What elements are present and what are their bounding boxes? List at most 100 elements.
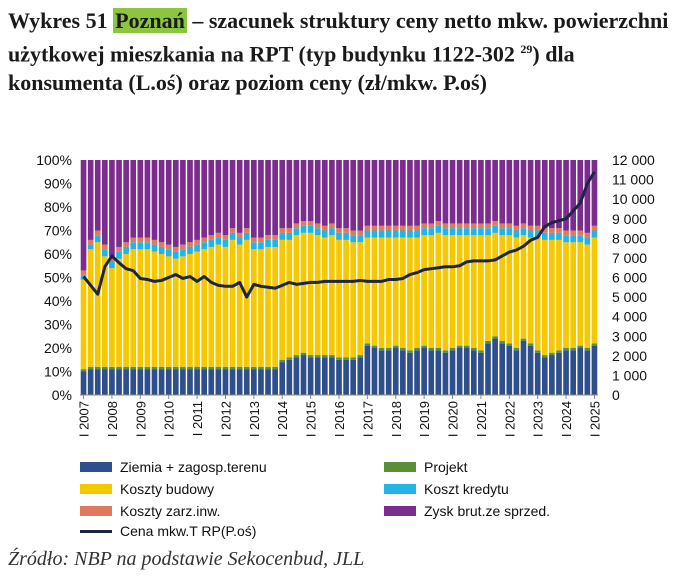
y-left-tick-label: 0% — [52, 387, 72, 403]
bar-segment — [549, 228, 555, 233]
bar-segment — [251, 366, 257, 370]
bar-segment — [109, 369, 115, 395]
bar-segment — [385, 350, 392, 395]
bar-segment — [407, 352, 413, 395]
bar-segment — [506, 223, 513, 229]
bar-segment — [421, 348, 427, 395]
bar-segment — [478, 223, 484, 229]
y-right-tick-label: 0 — [612, 387, 620, 403]
bar-segment — [236, 244, 243, 367]
bar-segment — [463, 223, 470, 229]
bar-segment — [258, 249, 264, 367]
bar-segment — [570, 160, 577, 231]
bar-segment — [400, 230, 406, 238]
y-left-tick-label: 100% — [36, 152, 72, 168]
bar-segment — [123, 242, 129, 247]
bar-segment — [549, 160, 555, 229]
bar-segment — [428, 223, 435, 229]
bar-segment — [102, 244, 108, 250]
y-right-tick-label: 8 000 — [612, 230, 647, 246]
bar-segment — [520, 160, 527, 224]
bar-segment — [144, 242, 151, 250]
bar-segment — [414, 230, 420, 238]
bar-segment — [385, 348, 392, 351]
bar-segment — [470, 348, 477, 351]
legend-label-cena: Cena mkw.T RP(P.oś) — [120, 523, 257, 539]
bar-segment — [428, 235, 435, 348]
bar-segment — [102, 256, 108, 367]
title-prefix: Wykres 51 — [8, 8, 114, 33]
y-right-tick-label: 4 000 — [612, 309, 647, 325]
bar-segment — [407, 160, 413, 226]
y-left-tick-label: 60% — [44, 246, 72, 262]
y-left-tick-label: 90% — [44, 176, 72, 192]
bar-segment — [251, 249, 257, 367]
legend-item-koszt-kredytu: Koszt kredytu — [384, 480, 509, 498]
bar-segment — [314, 235, 321, 356]
bar-segment — [102, 369, 108, 395]
bar-segment — [343, 232, 349, 240]
bar-segment — [520, 223, 527, 229]
bar-segment — [385, 230, 392, 238]
bar-segment — [463, 228, 470, 236]
bar-segment — [180, 369, 186, 395]
bar-segment — [343, 160, 349, 229]
bar-segment — [478, 228, 484, 236]
bar-segment — [258, 369, 264, 395]
legend-label-koszty-zarz: Koszty zarz.inw. — [120, 503, 221, 519]
bar-segment — [180, 249, 186, 257]
bar-segment — [456, 345, 463, 348]
bar-segment — [435, 160, 442, 222]
bar-segment — [137, 369, 144, 395]
bar-segment — [343, 357, 349, 360]
legend-swatch-koszt-kredytu — [384, 484, 416, 494]
bar-segment — [527, 230, 534, 238]
bar-segment — [87, 366, 94, 370]
bar-segment — [300, 352, 307, 356]
bar-segment — [222, 246, 229, 367]
bar-segment — [506, 235, 513, 344]
bar-segment — [449, 350, 456, 395]
bar-segment — [435, 350, 442, 395]
bar-segment — [549, 352, 555, 356]
bar-segment — [314, 357, 321, 395]
bar-segment — [116, 251, 122, 259]
bar-segment — [421, 235, 427, 346]
bar-segment — [584, 237, 591, 245]
bar-segment — [286, 228, 293, 233]
bar-segment — [392, 345, 399, 348]
bar-segment — [577, 160, 584, 231]
bar-segment — [442, 350, 449, 353]
bar-segment — [414, 225, 420, 231]
bar-segment — [449, 348, 456, 351]
bar-segment — [80, 371, 87, 395]
bar-segment — [329, 160, 335, 224]
x-tick-label: I 2017 — [360, 401, 375, 437]
bar-segment — [321, 230, 328, 238]
bar-segment — [222, 369, 229, 395]
legend-swatch-koszty-zarz — [80, 506, 112, 516]
bar-segment — [591, 160, 598, 226]
bar-segment — [549, 232, 555, 240]
bar-segment — [549, 239, 555, 353]
bar-segment — [577, 242, 584, 346]
bar-segment — [307, 355, 314, 358]
y-right-tick-label: 3 000 — [612, 328, 647, 344]
bar-segment — [236, 232, 243, 238]
bar-segment — [208, 235, 215, 240]
bar-segment — [541, 160, 548, 229]
bar-segment — [187, 369, 193, 395]
bar-segment — [392, 225, 399, 231]
bar-segment — [371, 237, 378, 346]
bar-segment — [201, 366, 208, 370]
bar-segment — [94, 230, 101, 236]
bar-segment — [165, 244, 172, 250]
bar-segment — [158, 246, 165, 254]
bar-segment — [321, 225, 328, 231]
bar-segment — [229, 239, 236, 367]
bar-segment — [570, 230, 577, 236]
bar-segment — [300, 160, 307, 222]
x-tick-label: I 2011 — [190, 401, 205, 436]
bar-segment — [428, 228, 435, 236]
bar-segment — [279, 160, 286, 229]
